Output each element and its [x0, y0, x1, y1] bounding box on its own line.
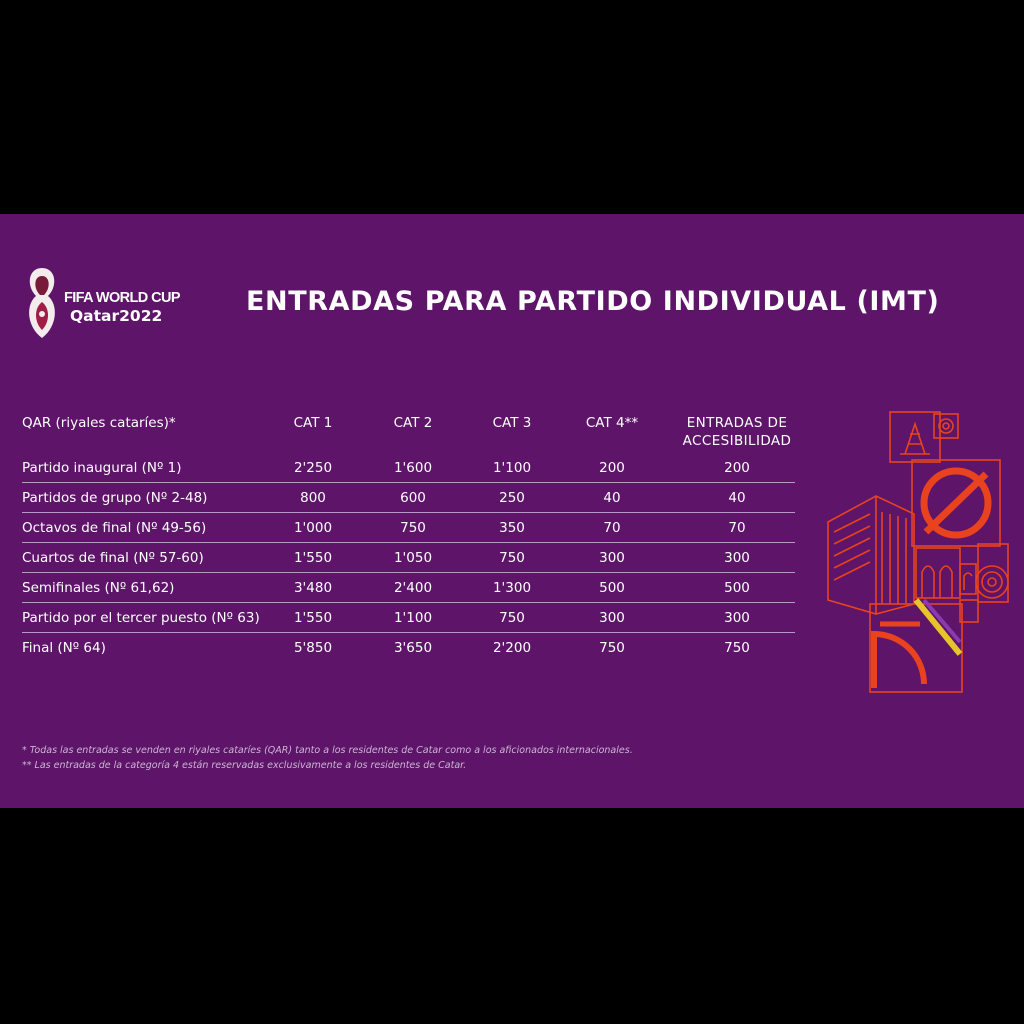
table-cell: 800: [300, 490, 326, 506]
table-cell: 300: [599, 550, 625, 566]
table-cell: 500: [724, 580, 750, 596]
world-cup-trophy-icon: [29, 268, 55, 338]
row-divider: [22, 512, 795, 513]
logo-text-qatar: Qatar2022: [70, 307, 163, 325]
row-label: Cuartos de final (Nº 57-60): [22, 550, 204, 566]
table-cell: 3'650: [393, 640, 433, 656]
ticket-info-panel: FIFA WORLD CUP Qatar2022 ENTRADAS PARA P…: [0, 214, 1024, 808]
table-cell: 3'480: [293, 580, 333, 596]
col-header-cat4: CAT 4**: [585, 415, 639, 431]
row-label: Semifinales (Nº 61,62): [22, 580, 175, 596]
footnote-category4: ** Las entradas de la categoría 4 están …: [22, 760, 467, 771]
row-label: Final (Nº 64): [22, 640, 106, 656]
row-label: Partido inaugural (Nº 1): [22, 460, 182, 476]
col-header-accessibility: ENTRADAS DE ACCESIBILIDAD: [683, 414, 792, 450]
row-label: Partidos de grupo (Nº 2-48): [22, 490, 208, 506]
table-cell: 300: [724, 610, 750, 626]
logo-text-fifa: FIFA WORLD CUP: [64, 290, 181, 306]
row-divider: [22, 572, 795, 573]
table-cell: 70: [728, 520, 746, 536]
table-cell: 750: [400, 520, 426, 536]
page-title: ENTRADAS PARA PARTIDO INDIVIDUAL (IMT): [246, 286, 940, 317]
row-divider: [22, 482, 795, 483]
table-cell: 1'000: [293, 520, 333, 536]
qatar-pattern-artwork: [827, 411, 1009, 693]
row-divider: [22, 632, 795, 633]
table-cell: 2'250: [293, 460, 333, 476]
fifa-world-cup-logo: FIFA WORLD CUP Qatar2022: [22, 264, 192, 344]
row-label: Octavos de final (Nº 49-56): [22, 520, 207, 536]
table-cell: 40: [728, 490, 746, 506]
table-cell: 1'550: [293, 550, 333, 566]
table-cell: 2'400: [393, 580, 433, 596]
footnote-currency: * Todas las entradas se venden en riyale…: [22, 745, 633, 756]
table-cell: 1'600: [393, 460, 433, 476]
table-cell: 750: [724, 640, 750, 656]
table-cell: 600: [400, 490, 426, 506]
col-header-accessibility-line1: ENTRADAS DE: [686, 415, 788, 431]
table-cell: 5'850: [293, 640, 333, 656]
row-divider: [22, 602, 795, 603]
table-cell: 750: [499, 550, 525, 566]
table-cell: 1'300: [492, 580, 532, 596]
table-cell: 250: [499, 490, 525, 506]
table-cell: 750: [499, 610, 525, 626]
table-cell: 350: [499, 520, 525, 536]
table-cell: 1'050: [393, 550, 433, 566]
row-divider: [22, 542, 795, 543]
table-cell: 300: [724, 550, 750, 566]
col-header-accessibility-line2: ACCESIBILIDAD: [682, 433, 792, 449]
table-cell: 2'200: [492, 640, 532, 656]
row-label: Partido por el tercer puesto (Nº 63): [22, 610, 260, 626]
table-cell: 1'100: [393, 610, 433, 626]
table-cell: 500: [599, 580, 625, 596]
col-header-cat3: CAT 3: [492, 415, 532, 431]
table-cell: 70: [603, 520, 621, 536]
currency-header: QAR (riyales cataríes)*: [22, 415, 176, 431]
table-cell: 300: [599, 610, 625, 626]
col-header-cat1: CAT 1: [293, 415, 333, 431]
table-cell: 1'100: [492, 460, 532, 476]
col-header-cat2: CAT 2: [393, 415, 433, 431]
table-cell: 750: [599, 640, 625, 656]
table-cell: 200: [724, 460, 750, 476]
table-cell: 1'550: [293, 610, 333, 626]
table-cell: 200: [599, 460, 625, 476]
table-cell: 40: [603, 490, 621, 506]
